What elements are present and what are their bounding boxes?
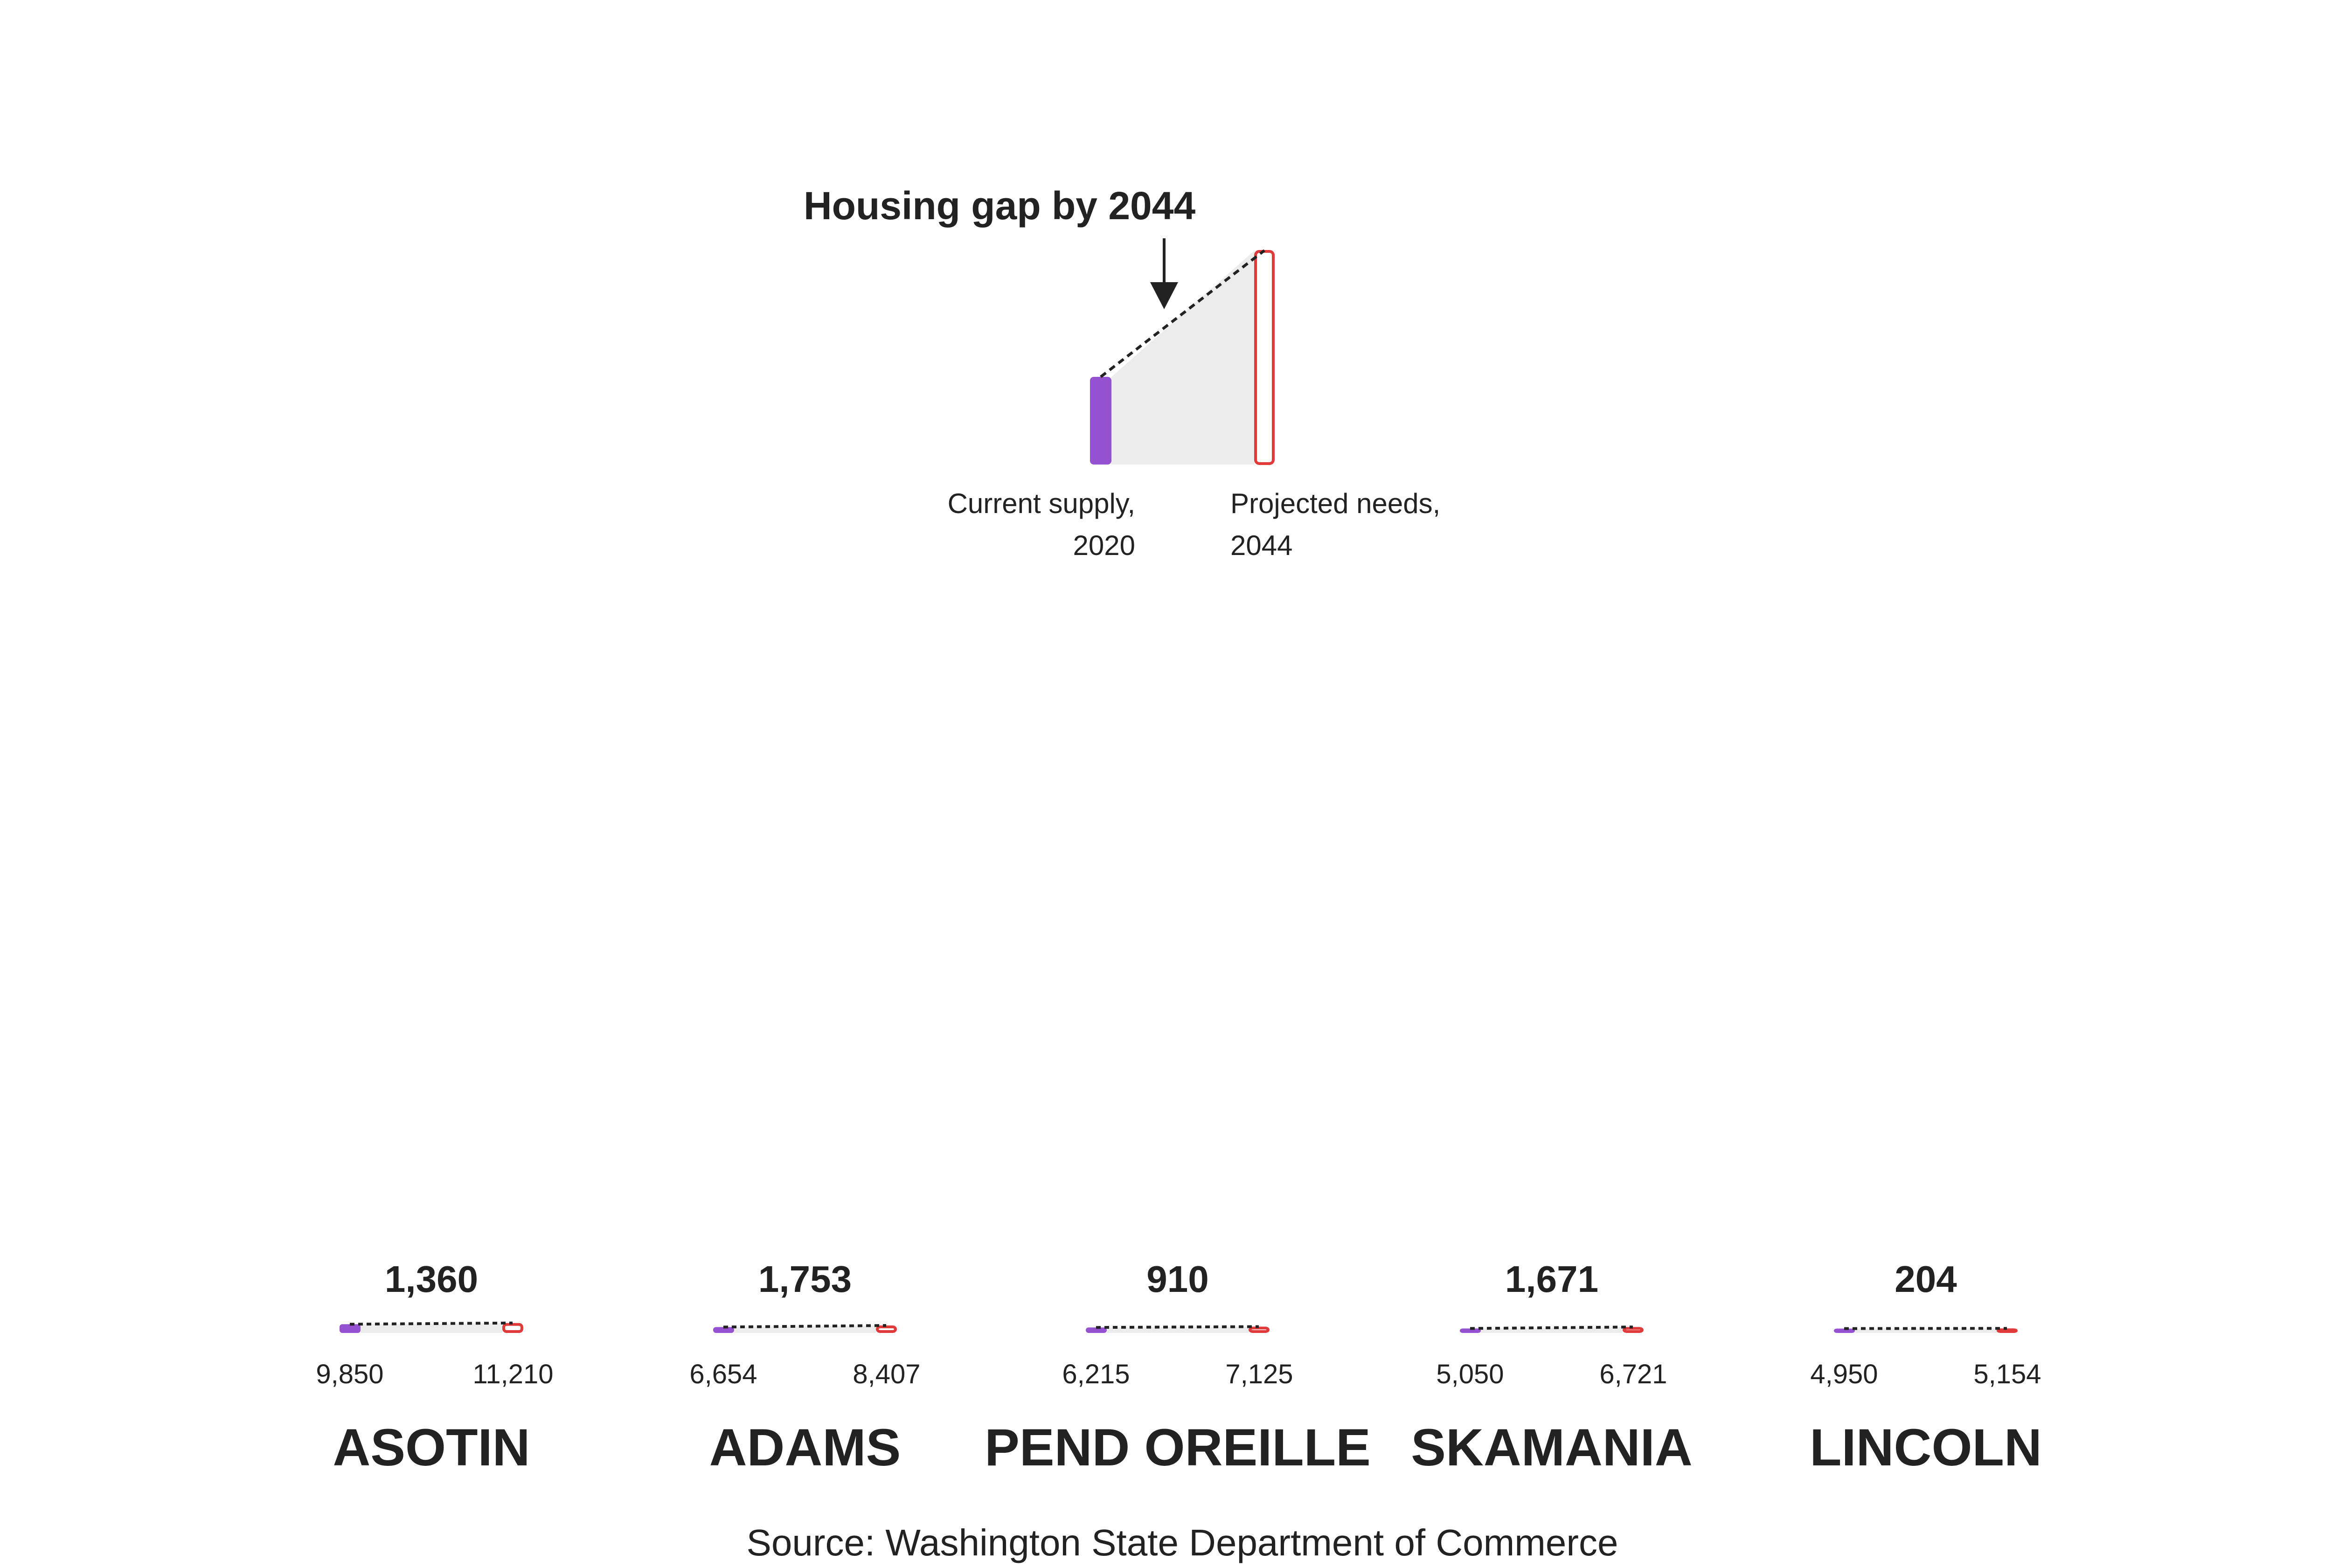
connector-line xyxy=(1096,1325,1259,1329)
legend-current-bar xyxy=(1090,377,1111,465)
county-name: ADAMS xyxy=(709,1418,901,1477)
gap-area xyxy=(734,1325,876,1333)
current-supply-label: 6,215 xyxy=(1062,1359,1130,1389)
county-name: PEND OREILLE xyxy=(985,1418,1371,1477)
legend: Housing gap by 2044 Current supply, 2020… xyxy=(804,184,1440,561)
gap-value-label: 1,360 xyxy=(385,1258,478,1300)
legend-projected-bar xyxy=(1254,250,1275,465)
legend-current-label: Current supply, xyxy=(948,488,1135,519)
projected-needs-label: 11,210 xyxy=(472,1359,553,1389)
projected-needs-label: 5,154 xyxy=(1973,1359,2041,1389)
county-panel: 910 6,215 7,125 PEND OREILLE xyxy=(985,1258,1371,1477)
county-panel: 204 4,950 5,154 LINCOLN xyxy=(1810,1258,2042,1477)
legend-current-year: 2020 xyxy=(1073,530,1135,561)
current-supply-bar xyxy=(1834,1328,1855,1333)
connector-line xyxy=(349,1321,513,1326)
projected-needs-label: 6,721 xyxy=(1599,1359,1667,1389)
projected-needs-label: 7,125 xyxy=(1225,1359,1293,1389)
gap-area xyxy=(1855,1328,1997,1333)
source-note: Source: Washington State Department of C… xyxy=(747,1522,1618,1563)
county-panels: 1,360 9,850 11,210 ASOTIN 1,753 6,654 8,407 ADA… xyxy=(316,1258,2041,1477)
gap-area xyxy=(1481,1327,1623,1333)
county-panel: 1,671 5,050 6,721 SKAMANIA xyxy=(1411,1258,1693,1477)
projected-needs-bar xyxy=(876,1325,897,1333)
arrow-down-icon xyxy=(1150,282,1178,309)
gap-value-label: 1,753 xyxy=(758,1258,852,1300)
gap-value-label: 204 xyxy=(1895,1258,1957,1300)
current-supply-label: 5,050 xyxy=(1436,1359,1504,1389)
current-supply-bar xyxy=(1086,1327,1107,1333)
connector-line xyxy=(723,1324,887,1329)
current-supply-label: 9,850 xyxy=(316,1359,383,1389)
county-panel: 1,753 6,654 8,407 ADAMS xyxy=(689,1258,920,1477)
county-name: LINCOLN xyxy=(1810,1418,2042,1477)
county-name: ASOTIN xyxy=(333,1418,530,1477)
legend-projected-label: Projected needs, xyxy=(1230,488,1440,519)
current-supply-bar xyxy=(713,1327,734,1333)
current-supply-label: 4,950 xyxy=(1810,1359,1878,1389)
projected-needs-bar xyxy=(502,1323,523,1333)
projected-needs-bar xyxy=(1249,1326,1270,1333)
legend-connector-line xyxy=(1100,249,1265,378)
current-supply-label: 6,654 xyxy=(689,1359,757,1389)
legend-gap-area xyxy=(1111,250,1255,465)
gap-area xyxy=(361,1323,502,1333)
legend-projected-year: 2044 xyxy=(1230,530,1292,561)
gap-area xyxy=(1107,1326,1249,1333)
projected-needs-label: 8,407 xyxy=(853,1359,920,1389)
projected-needs-bar xyxy=(1623,1327,1644,1333)
gap-value-label: 1,671 xyxy=(1505,1258,1598,1300)
gap-value-label: 910 xyxy=(1146,1258,1208,1300)
county-name: SKAMANIA xyxy=(1411,1418,1693,1477)
connector-line xyxy=(1470,1325,1633,1330)
projected-needs-bar xyxy=(1997,1328,2018,1333)
current-supply-bar xyxy=(340,1324,361,1333)
legend-title: Housing gap by 2044 xyxy=(804,184,1195,228)
county-panel: 1,360 9,850 11,210 ASOTIN xyxy=(316,1258,553,1477)
current-supply-bar xyxy=(1460,1328,1481,1333)
